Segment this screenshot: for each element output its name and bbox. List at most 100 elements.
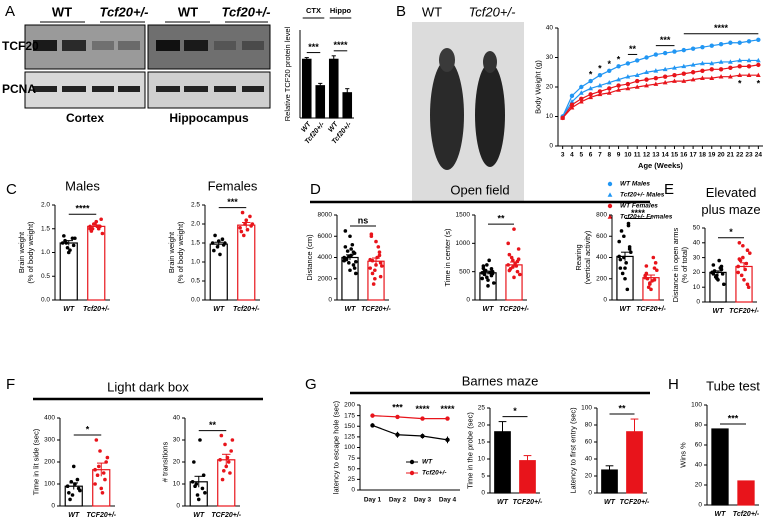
y-tick-label: 150 [344, 423, 355, 430]
x-tick-label: Day 1 [364, 497, 382, 504]
x-tick-label: 3 [561, 152, 565, 159]
y-tick-label: 80 [695, 422, 703, 429]
data-point [711, 272, 716, 276]
y-axis-label: Time in lit side (sec) [32, 428, 41, 495]
data-point [756, 62, 761, 68]
y-tick-label: 30 [693, 254, 701, 261]
blot-region: Cortex [66, 111, 104, 125]
data-point [373, 268, 377, 273]
data-point [60, 241, 65, 245]
annotation: **** [714, 23, 729, 33]
data-point [71, 243, 76, 248]
y-tick-label: 0 [698, 502, 702, 509]
data-point [607, 68, 612, 73]
x-tick-label: 24 [755, 152, 763, 159]
data-point [67, 491, 71, 495]
photo-label: WT [422, 4, 442, 19]
data-point [220, 477, 225, 482]
data-point [737, 64, 742, 69]
data-point [250, 222, 255, 226]
data-point [192, 460, 196, 464]
data-point [351, 263, 356, 267]
data-point [370, 271, 375, 276]
data-point [606, 79, 612, 85]
y-axis-label: Time in center (s) [443, 228, 452, 287]
data-point [618, 257, 623, 262]
annotation: *** [392, 402, 403, 412]
y-tick-label: 100 [691, 402, 702, 409]
data-point [681, 71, 686, 76]
y-tick-label: 80 [585, 422, 593, 429]
data-point [352, 266, 357, 270]
data-point [700, 68, 705, 73]
y-tick-label: 40 [546, 25, 554, 32]
data-point [96, 226, 101, 231]
y-tick-label: 125 [344, 434, 355, 441]
series-line [562, 59, 759, 117]
x-tick-label: WT [68, 512, 80, 519]
data-point [378, 274, 383, 279]
data-point [718, 42, 724, 47]
significance-label: ** [497, 214, 505, 224]
chart-title: Tube test [706, 378, 760, 393]
data-point [717, 258, 721, 263]
data-point [746, 64, 752, 69]
data-point [68, 497, 72, 502]
data-point [212, 248, 216, 253]
data-point [352, 251, 357, 256]
data-point [662, 74, 668, 79]
y-tick-label: 400 [44, 415, 55, 422]
x-tick-label: WT [713, 308, 725, 315]
significance-label: *** [728, 413, 739, 423]
x-tick-label: 14 [662, 152, 670, 159]
data-point [511, 265, 515, 269]
bar [328, 58, 339, 119]
data-point [606, 90, 612, 95]
series-line [562, 74, 759, 119]
y-tick-label: 0.5 [41, 273, 50, 280]
y-axis-label: Distance (cm) [305, 234, 314, 281]
data-point [742, 278, 746, 282]
data-point [736, 270, 740, 275]
data-point [218, 458, 222, 462]
data-point [195, 493, 200, 497]
data-point [727, 74, 733, 79]
data-point [652, 278, 657, 282]
data-point [368, 266, 372, 270]
y-axis-label: latency to escape hole (sec) [332, 400, 341, 494]
data-point [625, 85, 631, 91]
data-point [240, 210, 245, 215]
data-point [245, 227, 250, 232]
data-point [64, 241, 69, 245]
blot-region: Hippocampus [169, 111, 249, 125]
data-point [745, 282, 750, 287]
data-point [746, 285, 751, 290]
data-point [625, 81, 631, 87]
x-tick-label: 6 [589, 152, 593, 159]
data-point [342, 258, 346, 263]
data-point [238, 226, 242, 230]
data-point [395, 414, 400, 420]
y-axis-label: (% of body weight) [26, 221, 35, 284]
data-point [194, 482, 199, 486]
bar [626, 431, 643, 494]
data-point [512, 227, 516, 231]
annotation: * [589, 69, 593, 79]
x-tick-label: 17 [689, 152, 697, 159]
data-point [588, 94, 594, 100]
x-axis-label: Age (Weeks) [638, 161, 683, 170]
data-point [223, 442, 227, 447]
x-tick-label: 8 [607, 152, 611, 159]
data-point [374, 239, 378, 244]
blot-row: TCF20 [2, 39, 39, 53]
x-tick-label: 16 [680, 152, 688, 159]
y-axis-label: Distance in open arms [671, 227, 680, 302]
data-point [634, 84, 640, 89]
legend-marker [607, 203, 613, 209]
data-point [741, 255, 745, 260]
data-point [93, 482, 97, 486]
data-point [244, 218, 249, 222]
data-point [507, 268, 512, 273]
data-point [344, 256, 349, 261]
significance-label: *** [308, 42, 319, 52]
